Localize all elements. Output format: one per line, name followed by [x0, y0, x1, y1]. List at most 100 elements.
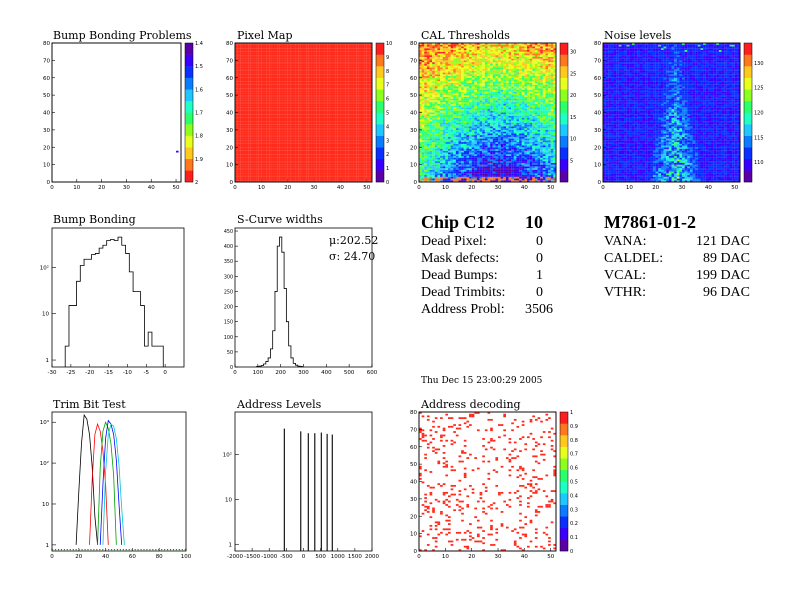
heat-cell [358, 84, 362, 87]
heat-cell [269, 145, 272, 148]
heat-cell [327, 84, 330, 87]
heat-cell [316, 159, 320, 162]
heat-cell [237, 82, 241, 85]
heat-cell [437, 154, 441, 156]
heat-cell [361, 63, 365, 66]
heat-cell [348, 48, 351, 50]
heat-cell [345, 53, 349, 56]
heat-cell [274, 93, 278, 96]
heat-cell [261, 148, 265, 151]
heat-cell [237, 129, 241, 132]
heat-cell [290, 154, 294, 156]
heat-cell [250, 115, 254, 118]
heat-cell [306, 69, 309, 71]
heat-cell [426, 91, 430, 94]
heat-cell [274, 133, 278, 136]
heat-cell [285, 124, 288, 127]
heat-cell [311, 93, 315, 96]
heat-cell [290, 43, 294, 45]
heat-cell [437, 173, 441, 176]
heat-cell [274, 121, 278, 123]
heat-cell [319, 89, 322, 92]
heat-cell [292, 43, 296, 45]
colorbar-label: 1.4 [195, 41, 203, 47]
heat-cell [287, 100, 291, 103]
heat-cell [287, 168, 291, 170]
heat-cell [242, 89, 246, 92]
heat-cell [429, 140, 433, 143]
heat-cell [348, 142, 351, 144]
heat-cell [337, 53, 341, 56]
x-tick-label: 20 [284, 185, 291, 191]
heat-cell [269, 173, 272, 176]
heat-cell [348, 89, 351, 92]
heat-cell [327, 96, 330, 99]
heat-cell [332, 115, 336, 118]
heat-cell [253, 117, 257, 120]
heat-cell [308, 173, 312, 176]
heat-cell [419, 171, 422, 174]
heat-cell [321, 175, 325, 177]
heat-cell [361, 43, 365, 45]
heat-cell [437, 150, 441, 153]
heat-cell [263, 98, 267, 101]
heat-cell [332, 121, 336, 123]
heat-cell [353, 82, 357, 85]
heat-cell [311, 136, 315, 139]
heat-cell [321, 157, 325, 160]
heat-cell [358, 119, 362, 122]
heat-cell [269, 60, 272, 63]
heat-cell [248, 93, 251, 96]
heat-cell [311, 164, 315, 167]
heat-cell [356, 159, 359, 162]
heat-cell [306, 148, 309, 151]
heat-cell [327, 63, 330, 66]
heat-cell [366, 169, 370, 172]
heat-cell [292, 129, 296, 132]
heat-cell [287, 56, 291, 59]
heat-cell [332, 69, 336, 71]
heat-cell [300, 69, 304, 71]
heat-cell [337, 152, 341, 155]
heat-cell [298, 105, 301, 108]
heat-cell [353, 131, 357, 134]
heat-cell [282, 162, 286, 165]
heat-cell [358, 114, 362, 117]
heat-cell [329, 133, 333, 136]
heat-cell [353, 55, 357, 57]
heat-cell [235, 105, 238, 108]
heat-cell [271, 133, 275, 136]
heat-cell [437, 148, 441, 151]
heat-cell [356, 74, 359, 77]
heat-cell [369, 88, 373, 90]
heat-cell [253, 63, 257, 66]
heat-cell [308, 175, 312, 177]
heat-cell [437, 102, 441, 104]
heat-cell [434, 150, 438, 153]
heat-cell [269, 114, 272, 117]
heat-cell [277, 95, 280, 97]
heat-cell [253, 51, 257, 54]
heat-cell [327, 103, 330, 106]
heat-cell [269, 119, 272, 122]
heat-cell [235, 49, 238, 52]
heat-cell [366, 112, 370, 115]
heat-cell [253, 176, 257, 179]
heat-cell [419, 48, 422, 50]
heat-cell [290, 155, 294, 158]
heat-cell [298, 95, 301, 97]
heat-cell [345, 65, 349, 68]
heat-cell [332, 145, 336, 148]
heat-cell [308, 122, 312, 125]
heat-cell [432, 98, 435, 101]
heat-cell [303, 86, 307, 89]
heat-cell [432, 176, 435, 179]
heat-cell [235, 117, 238, 120]
heat-cell [369, 131, 373, 134]
heat-cell [364, 173, 367, 176]
heat-cell [295, 43, 299, 45]
heat-cell [292, 124, 296, 127]
heat-cell [237, 133, 241, 136]
heat-cell [282, 117, 286, 120]
heat-cell [248, 81, 251, 84]
